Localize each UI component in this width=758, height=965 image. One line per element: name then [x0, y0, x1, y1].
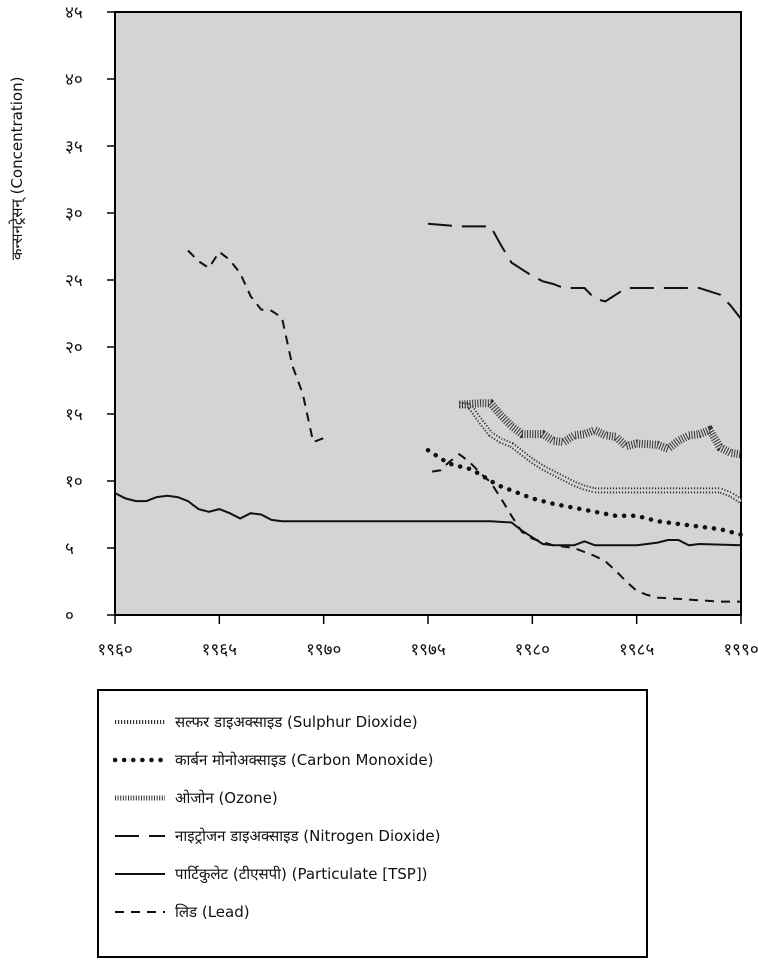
- legend-label: पार्टिकुलेट (टीएसपी) (Particulate [TSP]): [175, 865, 428, 883]
- y-tick-label: ०: [65, 606, 74, 626]
- concentration-line-chart: ० ५ १० १५ २० २५ ३० ३५ ४० ४५ १९६० १९६५ १९७० १९७५ १९८० १९…: [8, 3, 758, 660]
- legend-symbol: [115, 911, 165, 913]
- legend-item: नाइट्रोजन डाइअक्साइड (Nitrogen Dioxide): [113, 823, 441, 849]
- series-layer: [114, 222, 744, 603]
- legend-label: नाइट्रोजन डाइअक्साइड (Nitrogen Dioxide): [175, 827, 441, 845]
- axis-layer: ० ५ १० १५ २० २५ ३० ३५ ४० ४५ १९६० १९६५ १९७० १९७५ १९८० १९…: [65, 3, 758, 660]
- y-axis-label: कन्सनट्रेसन् (Concentration): [8, 77, 26, 260]
- legend-item: ओजोन (Ozone): [113, 785, 278, 811]
- x-tick-label: १९६०: [97, 640, 132, 660]
- series-line: [432, 452, 741, 603]
- y-tick-label: २५: [65, 271, 83, 291]
- legend-symbol: [115, 835, 165, 837]
- series-3: [427, 222, 742, 320]
- series-line-inner: [459, 403, 742, 503]
- series-0: [458, 401, 743, 504]
- x-tick-label: १९८५: [619, 640, 654, 660]
- legend-item: कार्बन मोनोअक्साइड (Carbon Monoxide): [113, 747, 434, 773]
- legend-label: लिड (Lead): [175, 903, 250, 921]
- y-tick-label: ३०: [65, 204, 83, 224]
- x-tick-label: १९७०: [306, 640, 341, 660]
- plot-area: [114, 11, 742, 616]
- legend-label: सल्फर डाइअक्साइड (Sulphur Dioxide): [175, 713, 418, 731]
- legend-item: सल्फर डाइअक्साइड (Sulphur Dioxide): [113, 709, 418, 735]
- x-tick-label: १९८०: [515, 640, 550, 660]
- x-tick-label: १९६५: [202, 640, 237, 660]
- legend-symbol: [113, 757, 167, 763]
- legend-item: पार्टिकुलेट (टीएसपी) (Particulate [TSP]): [113, 861, 428, 887]
- y-tick-label: ४०: [65, 70, 83, 90]
- series-5: [187, 249, 741, 603]
- legend-symbol: [115, 873, 165, 875]
- legend-label: ओजोन (Ozone): [175, 789, 278, 807]
- legend-symbol: [115, 720, 165, 724]
- y-tick-label: ३५: [65, 137, 83, 157]
- x-tick-label: १९७५: [410, 640, 445, 660]
- y-tick-label: ४५: [65, 3, 83, 23]
- legend-label: कार्बन मोनोअक्साइड (Carbon Monoxide): [175, 751, 434, 769]
- series-line: [114, 492, 742, 547]
- series-4: [114, 492, 742, 547]
- series-line: [427, 222, 742, 320]
- legend-item: लिड (Lead): [113, 899, 250, 925]
- y-tick-label: १५: [65, 405, 83, 425]
- series-line: [459, 399, 742, 459]
- series-line: [187, 249, 325, 444]
- chart-legend: सल्फर डाइअक्साइड (Sulphur Dioxide) कार्बन…: [97, 689, 648, 958]
- x-tick-label: १९९०: [723, 640, 758, 660]
- y-tick-label: २०: [65, 338, 83, 358]
- y-tick-label: १०: [65, 472, 83, 492]
- y-tick-label: ५: [65, 539, 74, 559]
- series-2: [459, 399, 742, 459]
- legend-symbol: [115, 795, 165, 801]
